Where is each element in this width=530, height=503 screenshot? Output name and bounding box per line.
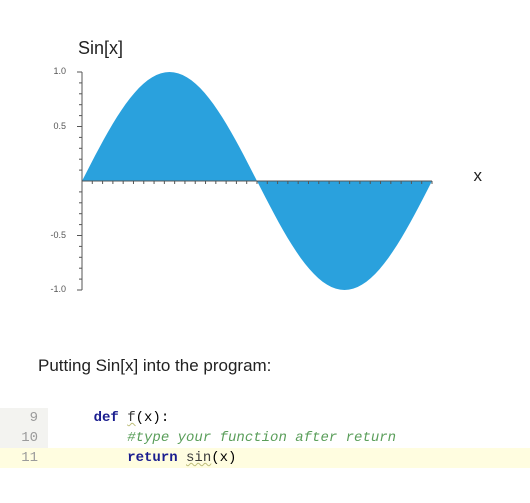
code-line: 11 return sin(x) xyxy=(0,448,530,468)
sine-chart: Sin[x] x -1.0-0.50.51.0 xyxy=(68,38,458,318)
line-number: 11 xyxy=(0,448,48,468)
code-content: def f(x): xyxy=(48,408,530,428)
ytick-label: -1.0 xyxy=(40,284,66,294)
ytick-label: 0.5 xyxy=(40,121,66,131)
chart-title: Sin[x] xyxy=(78,38,123,59)
ytick-label: -0.5 xyxy=(40,230,66,240)
chart-x-axis-label: x xyxy=(474,166,483,186)
code-content: #type your function after return xyxy=(48,428,530,448)
ytick-label: 1.0 xyxy=(40,66,66,76)
line-number: 9 xyxy=(0,408,48,428)
code-line: 9 def f(x): xyxy=(0,408,530,428)
line-number: 10 xyxy=(0,428,48,448)
chart-svg xyxy=(68,66,438,296)
code-content: return sin(x) xyxy=(48,448,530,468)
code-block: 9 def f(x):10 #type your function after … xyxy=(0,408,530,468)
code-line: 10 #type your function after return xyxy=(0,428,530,448)
body-text: Putting Sin[x] into the program: xyxy=(38,356,271,376)
